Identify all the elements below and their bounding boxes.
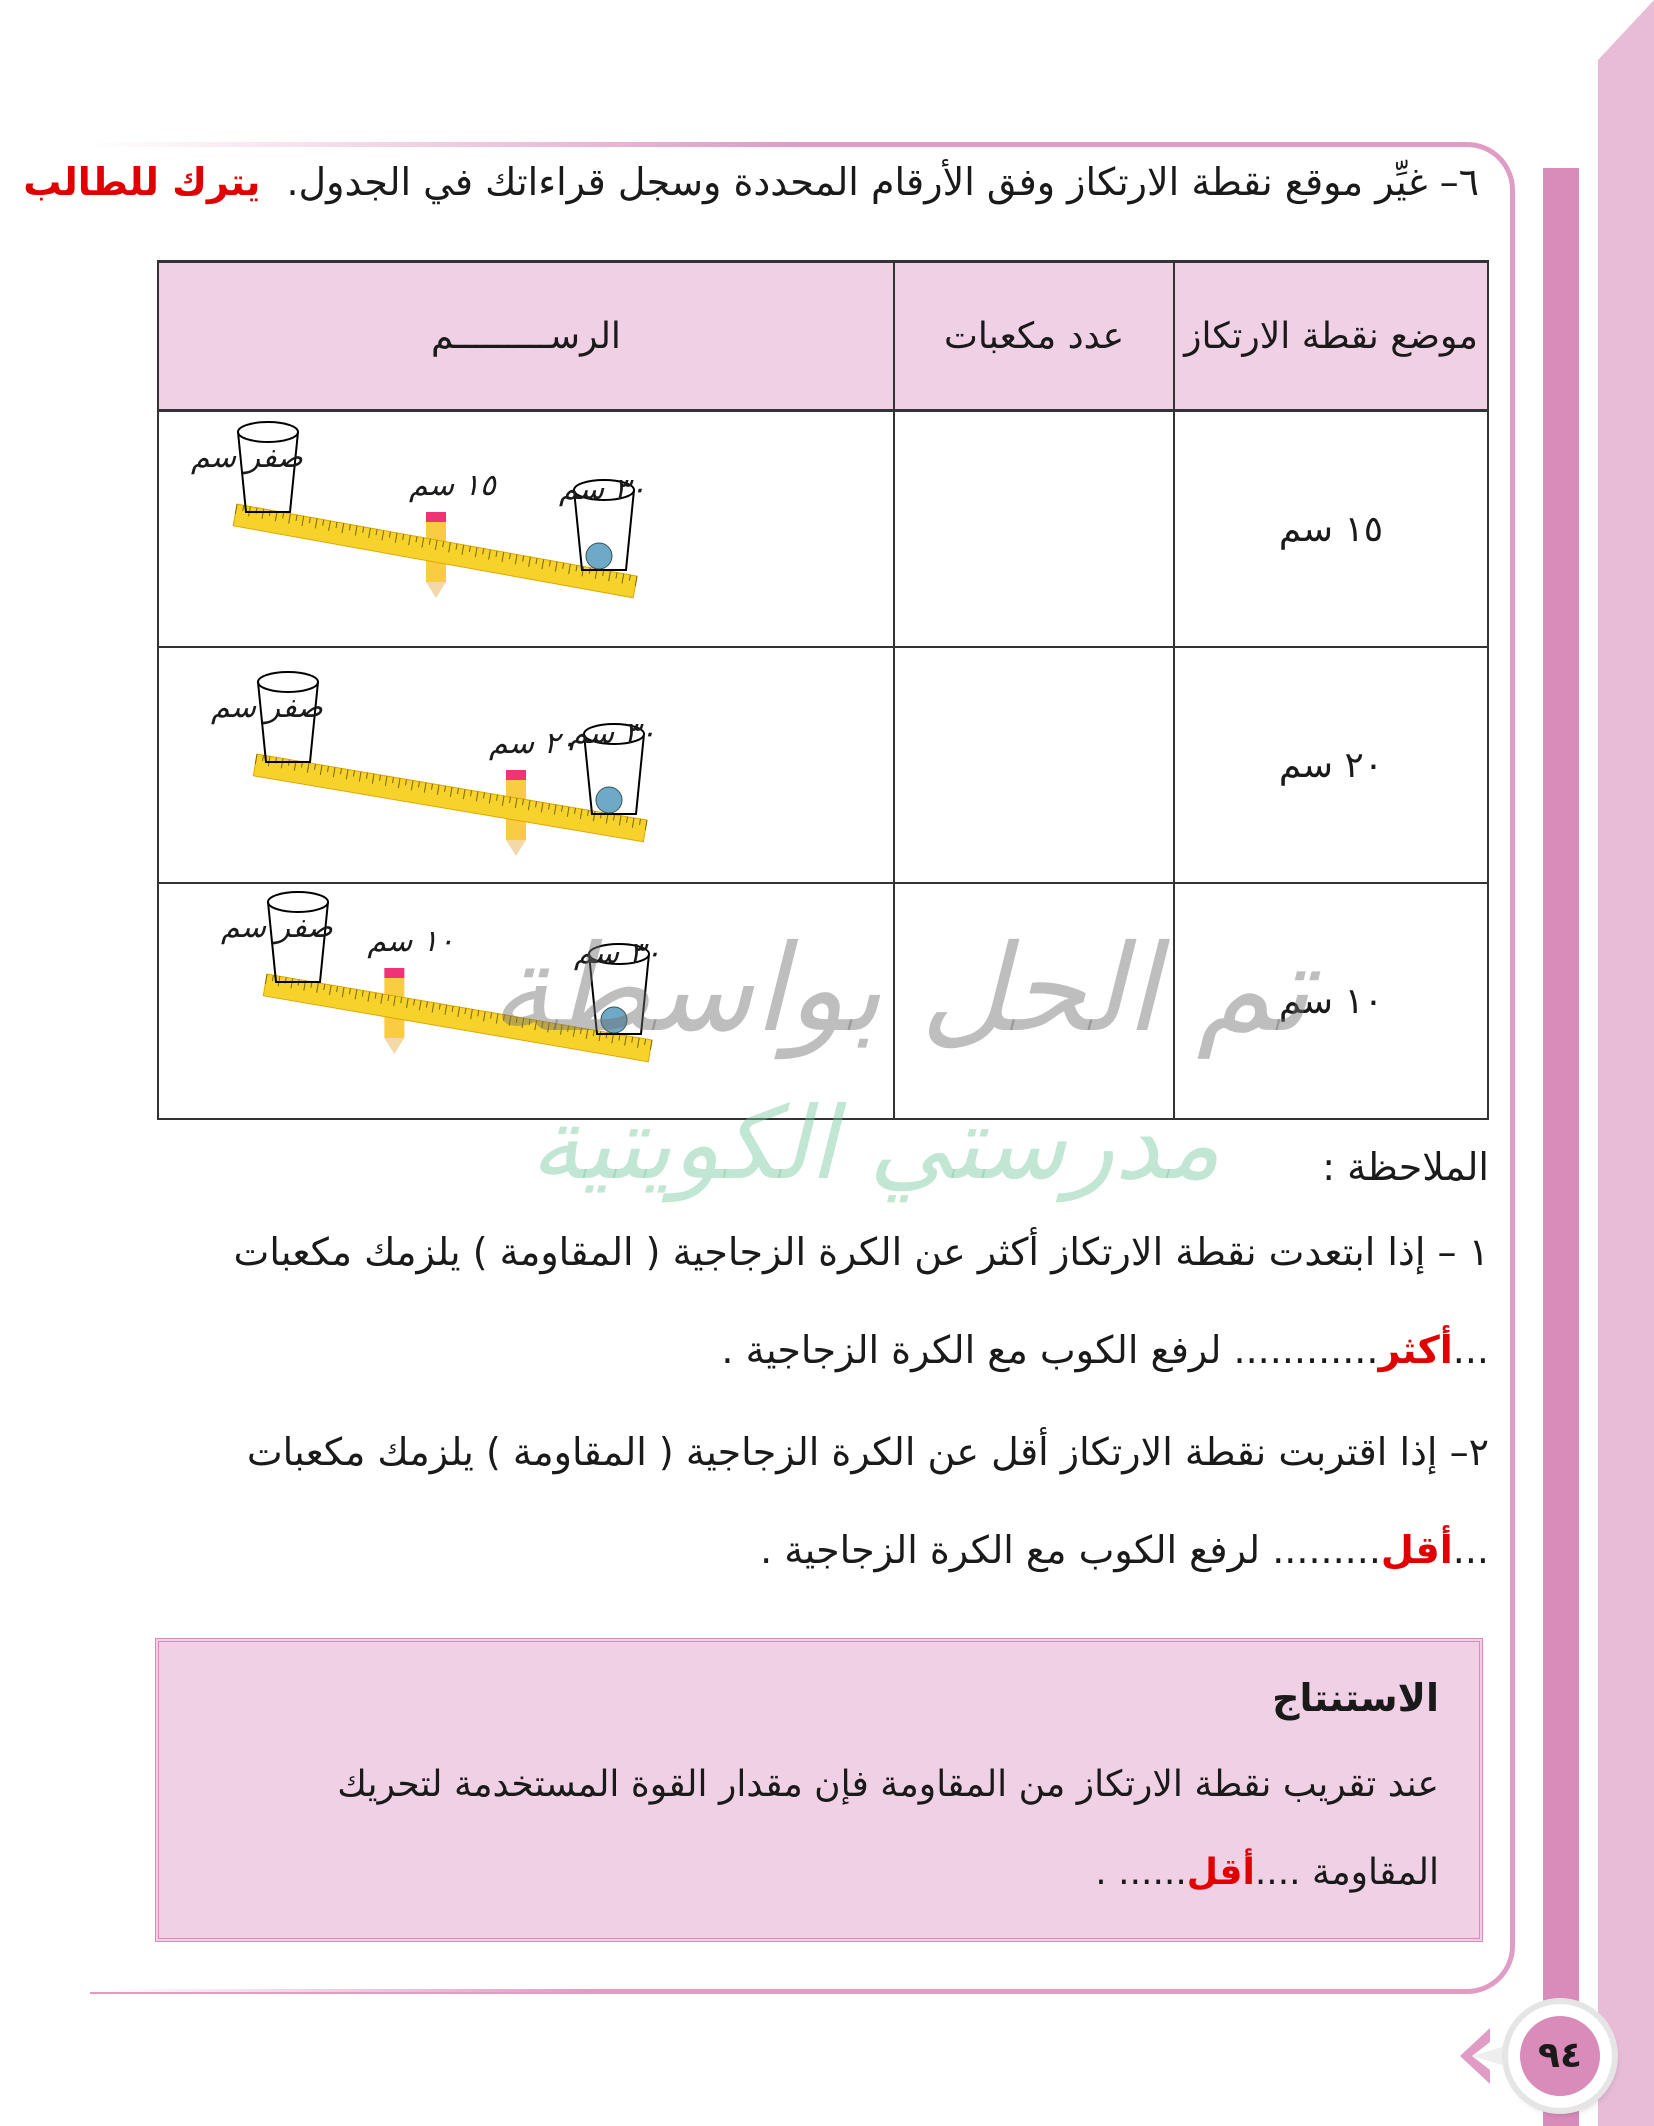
conclusion-box: الاستنتاج عند تقريب نقطة الارتكاز من الم… — [155, 1638, 1483, 1942]
note-1-text: ............ لرفع الكوب مع الكرة الزجاجي… — [721, 1328, 1379, 1372]
header-cube-count: عدد مكعبات — [893, 260, 1175, 412]
fulcrum-position-cell: ٢٠ سم — [1173, 646, 1489, 884]
label-thirty-cm: ٣٠ سم — [569, 716, 656, 751]
note-2-line2: ...أقل......... لرفع الكوب مع الكرة الزج… — [760, 1528, 1489, 1572]
lever-svg — [252, 671, 648, 856]
dots: ...... . — [1095, 1852, 1187, 1893]
page-number: ٩٤ — [1520, 2016, 1600, 2096]
dots: ... — [1452, 1328, 1489, 1372]
note-1-line2: ...أكثر............ لرفع الكوب مع الكرة … — [721, 1328, 1489, 1372]
cube-count-cell[interactable] — [893, 882, 1175, 1120]
conclusion-answer: أقل — [1186, 1852, 1255, 1893]
label-thirty-cm: ٣٠ سم — [574, 936, 661, 971]
readings-table: موضع نقطة الارتكاز عدد مكعبات الرســــــ… — [157, 260, 1489, 1120]
page-side-bar — [1543, 168, 1579, 2126]
notes-title: الملاحظة : — [1322, 1145, 1489, 1189]
drawing-cell: صفر سم ١٥ سم ٣٠ سم — [157, 409, 895, 648]
lever-diagram: صفر سم ١٠ سم ٣٠ سم — [159, 884, 893, 1118]
table-header-row: موضع نقطة الارتكاز عدد مكعبات الرســــــ… — [157, 260, 1489, 412]
conclusion-line1: عند تقريب نقطة الارتكاز من المقاومة فإن … — [337, 1764, 1439, 1805]
page-edge-band — [1598, 0, 1654, 2126]
ruler-icon — [232, 503, 638, 599]
fulcrum-position-cell: ١٠ سم — [1173, 882, 1489, 1120]
fulcrum-position-cell: ١٥ سم — [1173, 409, 1489, 648]
note-1-answer: أكثر — [1378, 1328, 1453, 1372]
cup-icon — [267, 891, 329, 983]
ruler-icon — [262, 973, 653, 1063]
cup-with-marble-icon — [583, 723, 645, 815]
cube-count-cell[interactable] — [893, 409, 1175, 648]
cup-with-marble-icon — [588, 943, 650, 1035]
frame-fade — [90, 138, 790, 150]
drawing-cell: صفر سم ٢٠ سم ٣٠ سم — [157, 646, 895, 884]
content-frame — [90, 142, 1515, 1994]
header-drawing: الرســـــــــم — [157, 260, 895, 412]
conclusion-title: الاستنتاج — [1272, 1676, 1439, 1720]
lever-diagram: صفر سم ١٥ سم ٣٠ سم — [159, 412, 893, 646]
note-2-text: ......... لرفع الكوب مع الكرة الزجاجية . — [760, 1528, 1381, 1572]
header-fulcrum-position: موضع نقطة الارتكاز — [1173, 260, 1489, 412]
lever-diagram: صفر سم ٢٠ سم ٣٠ سم — [159, 648, 893, 882]
cube-count-cell[interactable] — [893, 646, 1175, 884]
note-1-line1: ١ – إذا ابتعدت نقطة الارتكاز أكثر عن الك… — [233, 1230, 1489, 1274]
note-2-answer: أقل — [1380, 1528, 1453, 1572]
lever-svg — [262, 891, 653, 1063]
ruler-icon — [252, 753, 648, 843]
cup-with-marble-icon — [573, 479, 635, 571]
label-fulcrum-cm: ١٥ سم — [409, 468, 496, 503]
instruction-text: ٦– غيِّر موقع نقطة الارتكاز وفق الأرقام … — [286, 160, 1479, 204]
drawing-cell: صفر سم ١٠ سم ٣٠ سم — [157, 882, 895, 1120]
table-row: ١٥ سم صفر سم ١٥ سم ٣٠ سم — [157, 409, 1489, 648]
conclusion-text: المقاومة .... — [1254, 1852, 1439, 1893]
cup-icon — [257, 671, 319, 763]
label-thirty-cm: ٣٠ سم — [559, 472, 646, 507]
table-row: ١٠ سم صفر سم ١٠ سم ٣٠ سم — [157, 882, 1489, 1120]
note-2-line1: ٢– إذا اقتربت نقطة الارتكاز أقل عن الكرة… — [246, 1430, 1489, 1474]
conclusion-line2: المقاومة ....أقل...... . — [1095, 1852, 1439, 1893]
label-zero-cm: صفر سم — [221, 910, 333, 945]
label-zero-cm: صفر سم — [191, 440, 303, 475]
lever-svg — [232, 421, 638, 599]
table-row: ٢٠ سم صفر سم ٢٠ سم ٣٠ سم — [157, 646, 1489, 884]
cup-icon — [237, 421, 299, 513]
instruction: ٦– غيِّر موقع نقطة الارتكاز وفق الأرقام … — [23, 160, 1479, 204]
dots: ... — [1452, 1528, 1489, 1572]
label-zero-cm: صفر سم — [211, 690, 323, 725]
frame-fade — [90, 1980, 590, 1992]
label-fulcrum-cm: ١٠ سم — [367, 924, 455, 959]
label-fulcrum-cm: ٢٠ سم — [489, 726, 576, 761]
instruction-answer: يترك للطالب — [23, 160, 261, 204]
